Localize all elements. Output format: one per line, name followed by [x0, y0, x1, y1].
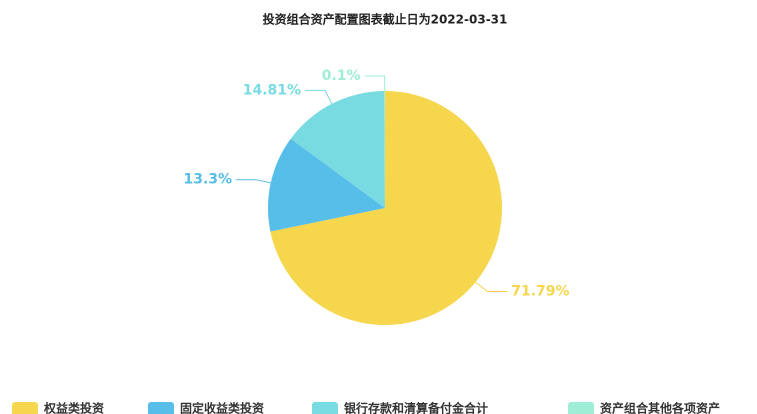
data-label: 0.1%: [322, 68, 361, 84]
pie-slice: [384, 91, 385, 208]
chart-title: 投资组合资产配置图表截止日为2022-03-31: [263, 12, 508, 27]
legend-label: 固定收益类投资: [180, 401, 264, 414]
leader-line: [236, 179, 271, 184]
legend-swatch: [312, 402, 338, 414]
leader-line: [305, 89, 333, 104]
legend-label: 权益类投资: [43, 401, 104, 414]
pie-slice: [268, 138, 385, 232]
legend-label: 资产组合其他各项资产: [600, 401, 720, 414]
pie-slice: [290, 91, 385, 208]
legend-swatch: [12, 402, 38, 414]
legend-swatch: [568, 402, 594, 414]
leader-line: [364, 75, 386, 92]
legend-swatch: [148, 402, 174, 414]
leader-line: [475, 281, 508, 292]
data-label: 71.79%: [511, 283, 569, 299]
pie-slice: [270, 91, 503, 325]
data-label: 13.3%: [183, 172, 232, 188]
data-label: 14.81%: [243, 82, 301, 98]
legend-label: 银行存款和清算备付金合计: [344, 401, 488, 414]
